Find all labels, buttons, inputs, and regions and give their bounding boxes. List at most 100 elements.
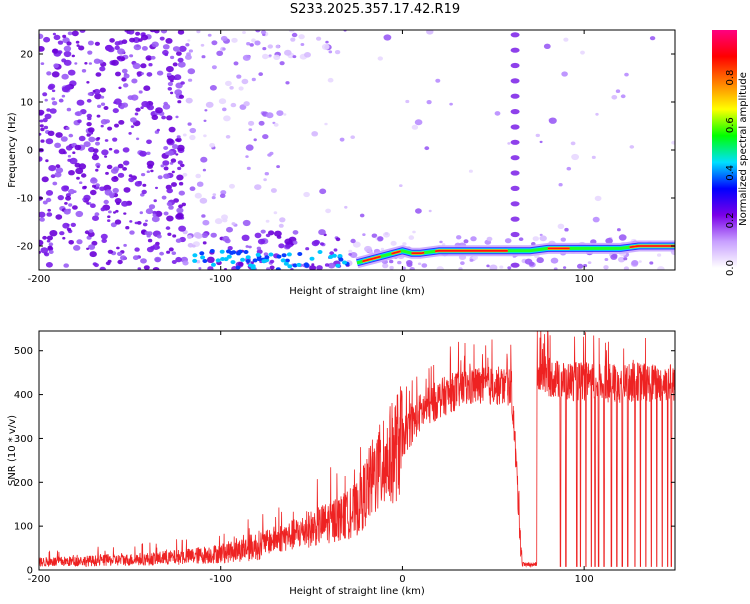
noise-blob xyxy=(532,236,539,242)
noise-blob xyxy=(458,267,463,270)
noise-blob xyxy=(389,265,394,270)
noise-blob xyxy=(68,203,73,207)
noise-blob xyxy=(318,229,326,236)
band-blob xyxy=(276,254,282,259)
noise-blob xyxy=(298,34,305,40)
chart-title: S233.2025.357.17.42.R19 xyxy=(289,2,461,17)
noise-blob xyxy=(292,55,297,59)
noise-blob xyxy=(92,215,99,221)
noise-blob xyxy=(46,71,52,76)
noise-blob xyxy=(83,194,91,201)
band-blob xyxy=(296,262,302,267)
noise-blob xyxy=(344,205,348,209)
noise-blob xyxy=(250,261,254,265)
noise-blob xyxy=(101,149,109,156)
colorbar-tick-label: 0.6 xyxy=(725,117,736,133)
band-blob xyxy=(245,255,251,260)
noise-blob xyxy=(42,235,47,240)
noise-blob xyxy=(173,77,177,81)
noise-blob xyxy=(118,86,122,90)
noise-blob xyxy=(86,81,90,84)
band-blob xyxy=(220,257,226,261)
noise-blob xyxy=(169,162,174,165)
noise-blob xyxy=(103,199,109,205)
noise-blob xyxy=(198,267,202,270)
noise-blob xyxy=(141,101,150,108)
noise-blob xyxy=(99,186,105,192)
noise-blob xyxy=(178,204,183,209)
interruption-blob xyxy=(510,216,520,222)
noise-blob xyxy=(170,158,177,163)
noise-blob xyxy=(327,77,334,83)
noise-blob xyxy=(79,181,83,184)
noise-blob xyxy=(156,70,164,76)
band-blob xyxy=(268,252,274,257)
noise-blob xyxy=(129,230,135,235)
noise-blob xyxy=(178,94,185,99)
noise-blob xyxy=(182,133,187,137)
noise-blob xyxy=(203,134,207,138)
noise-blob xyxy=(154,256,162,263)
band-blob xyxy=(215,258,221,263)
noise-blob xyxy=(75,40,80,44)
noise-blob xyxy=(94,93,102,100)
noise-blob xyxy=(226,226,233,233)
noise-blob xyxy=(128,177,135,183)
noise-blob xyxy=(175,115,179,119)
noise-blob xyxy=(75,210,84,218)
noise-blob xyxy=(127,95,134,100)
noise-blob xyxy=(163,211,169,216)
noise-blob xyxy=(196,181,204,187)
noise-blob xyxy=(86,98,92,103)
noise-blob xyxy=(90,189,97,196)
noise-blob xyxy=(58,98,64,103)
noise-blob xyxy=(74,144,82,151)
noise-blob xyxy=(176,207,184,214)
noise-blob xyxy=(48,242,54,247)
noise-blob xyxy=(99,87,106,93)
noise-blob xyxy=(195,173,201,179)
noise-blob xyxy=(507,142,511,145)
noise-blob xyxy=(233,61,239,66)
noise-blob xyxy=(155,107,163,114)
noise-blob xyxy=(470,236,477,242)
noise-blob xyxy=(610,254,618,260)
noise-blob xyxy=(52,32,57,36)
noise-blob xyxy=(110,168,119,174)
noise-blob xyxy=(40,139,45,143)
noise-blob xyxy=(245,144,254,151)
noise-blob xyxy=(352,241,361,248)
noise-blob xyxy=(57,195,64,201)
noise-blob xyxy=(258,120,265,126)
noise-blob xyxy=(90,203,96,208)
noise-blob xyxy=(202,219,210,226)
noise-blob xyxy=(39,211,46,218)
band-blob xyxy=(337,254,343,258)
noise-blob xyxy=(300,43,305,46)
noise-blob xyxy=(350,135,356,139)
noise-blob xyxy=(116,56,122,60)
top-ytick-label: -20 xyxy=(17,242,33,253)
noise-blob xyxy=(63,263,69,268)
noise-blob xyxy=(43,125,49,130)
noise-blob xyxy=(263,178,267,182)
noise-blob xyxy=(187,243,194,248)
noise-blob xyxy=(166,188,173,194)
band-blob xyxy=(209,249,215,253)
noise-blob xyxy=(49,230,58,237)
noise-blob xyxy=(86,122,92,127)
noise-blob xyxy=(39,124,44,128)
noise-blob xyxy=(48,165,57,172)
noise-blob xyxy=(223,115,231,122)
noise-blob xyxy=(160,164,165,168)
noise-blob xyxy=(123,160,130,166)
band-blob xyxy=(200,255,206,260)
noise-blob xyxy=(108,147,113,151)
noise-blob xyxy=(39,119,44,123)
noise-blob xyxy=(41,176,49,183)
noise-blob xyxy=(134,221,138,225)
noise-blob xyxy=(571,153,579,161)
noise-blob xyxy=(207,266,214,270)
noise-blob xyxy=(65,126,70,130)
noise-blob xyxy=(436,266,444,270)
